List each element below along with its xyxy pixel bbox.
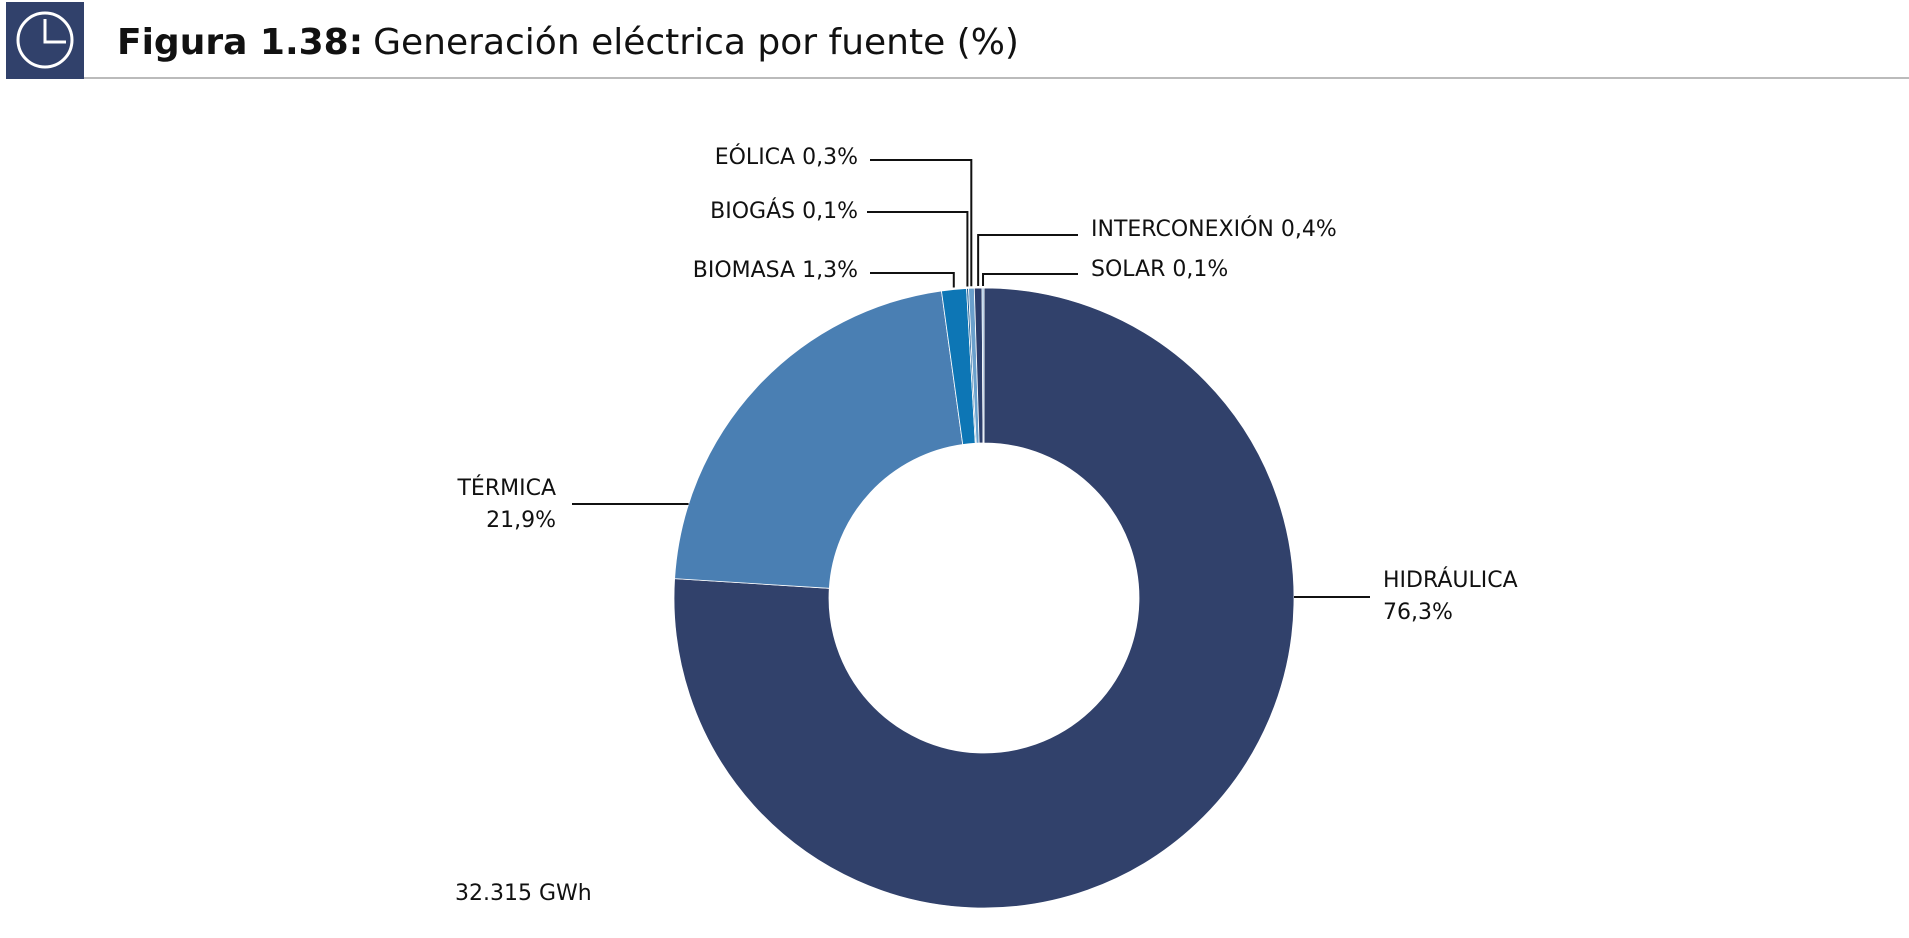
icon-circle	[16, 11, 74, 69]
chart-title: Generación eléctrica por fuente (%)	[373, 22, 1019, 63]
slice	[674, 290, 964, 589]
value-label: 0,1%	[802, 199, 858, 224]
slice-label: BIOMASA 1,3%	[693, 258, 858, 283]
slice	[673, 287, 1295, 909]
slice-label: EÓLICA 0,3%	[715, 144, 858, 170]
leader-line	[867, 211, 969, 287]
category-label: EÓLICA	[715, 144, 795, 170]
value-label: 76,3%	[1383, 600, 1453, 625]
value-label: 0,4%	[1281, 217, 1337, 242]
category-label: INTERCONEXIÓN	[1091, 216, 1274, 242]
leader-line	[870, 159, 973, 287]
figure-label: Figura 1.38:	[117, 22, 363, 63]
leader-line	[870, 272, 955, 288]
category-label: BIOMASA	[693, 258, 795, 283]
value-label: 1,3%	[802, 258, 858, 283]
leader-line	[977, 234, 1078, 287]
value-label: 21,9%	[486, 508, 556, 533]
slice-label: BIOGÁS 0,1%	[710, 198, 858, 224]
title: Figura 1.38: Generación eléctrica por fue…	[117, 22, 1019, 63]
slice-label: SOLAR 0,1%	[1091, 257, 1228, 282]
slice-label: INTERCONEXIÓN 0,4%	[1091, 216, 1337, 242]
annotation: 32.315 GWh	[455, 881, 592, 906]
value-label: 0,1%	[1172, 257, 1228, 282]
leader-line	[982, 273, 1078, 287]
icon-hands	[43, 19, 66, 44]
category-label: BIOGÁS	[710, 198, 795, 224]
value-label: 0,3%	[802, 145, 858, 170]
category-label: TÉRMICA	[456, 475, 556, 501]
slice	[981, 287, 985, 444]
slice-label: TÉRMICA 21,9%	[456, 475, 556, 533]
category-label: HIDRÁULICA	[1383, 567, 1518, 593]
slice-label: HIDRÁULICA 76,3%	[1383, 567, 1518, 625]
category-label: SOLAR	[1091, 257, 1165, 282]
